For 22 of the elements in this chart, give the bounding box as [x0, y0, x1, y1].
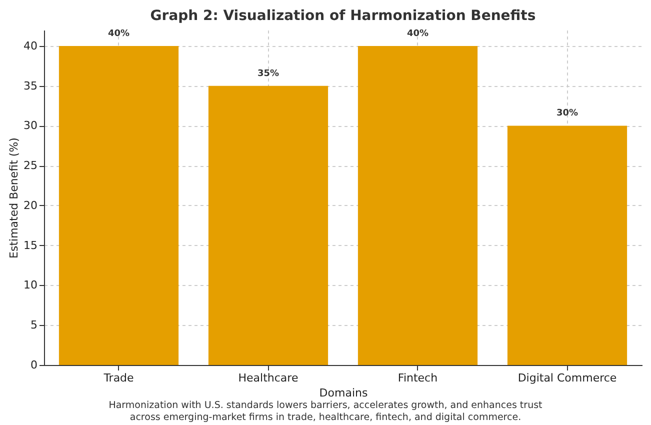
y-tick-label: 0	[30, 358, 38, 372]
y-tick-label: 5	[30, 318, 38, 332]
data-label: 35%	[257, 68, 280, 79]
x-tick-label: Trade	[102, 372, 134, 384]
y-tick-label: 25	[24, 159, 38, 172]
text: across emerging-market firms in trade, healthcare, fintech, and digital commerce.	[128, 412, 522, 424]
x-axis-title: Domains	[319, 386, 368, 400]
y-axis-title: Estimated Benefit (%)	[8, 138, 21, 258]
data-label: 40%	[108, 28, 130, 39]
y-tick-label: 15	[24, 238, 38, 252]
data-label: 30%	[556, 108, 578, 119]
x-tick-label: Fintech	[398, 372, 438, 384]
y-tick-label: 20	[24, 198, 38, 212]
text: Harmonization with U.S. standards lowers barriers, accelerates growth, and enhances trust	[108, 400, 544, 412]
y-tick-label: 40	[24, 39, 38, 52]
chart-title: Graph 2: Visualization of Harmonization Benefits	[150, 8, 536, 24]
y-tick-label: 30	[24, 119, 38, 132]
x-tick-label: Healthcare	[238, 372, 298, 384]
y-tick-label: 10	[24, 278, 38, 292]
x-tick-label: Digital Commerce	[518, 372, 617, 384]
data-label: 40%	[406, 28, 429, 39]
y-tick-label: 35	[24, 79, 38, 92]
